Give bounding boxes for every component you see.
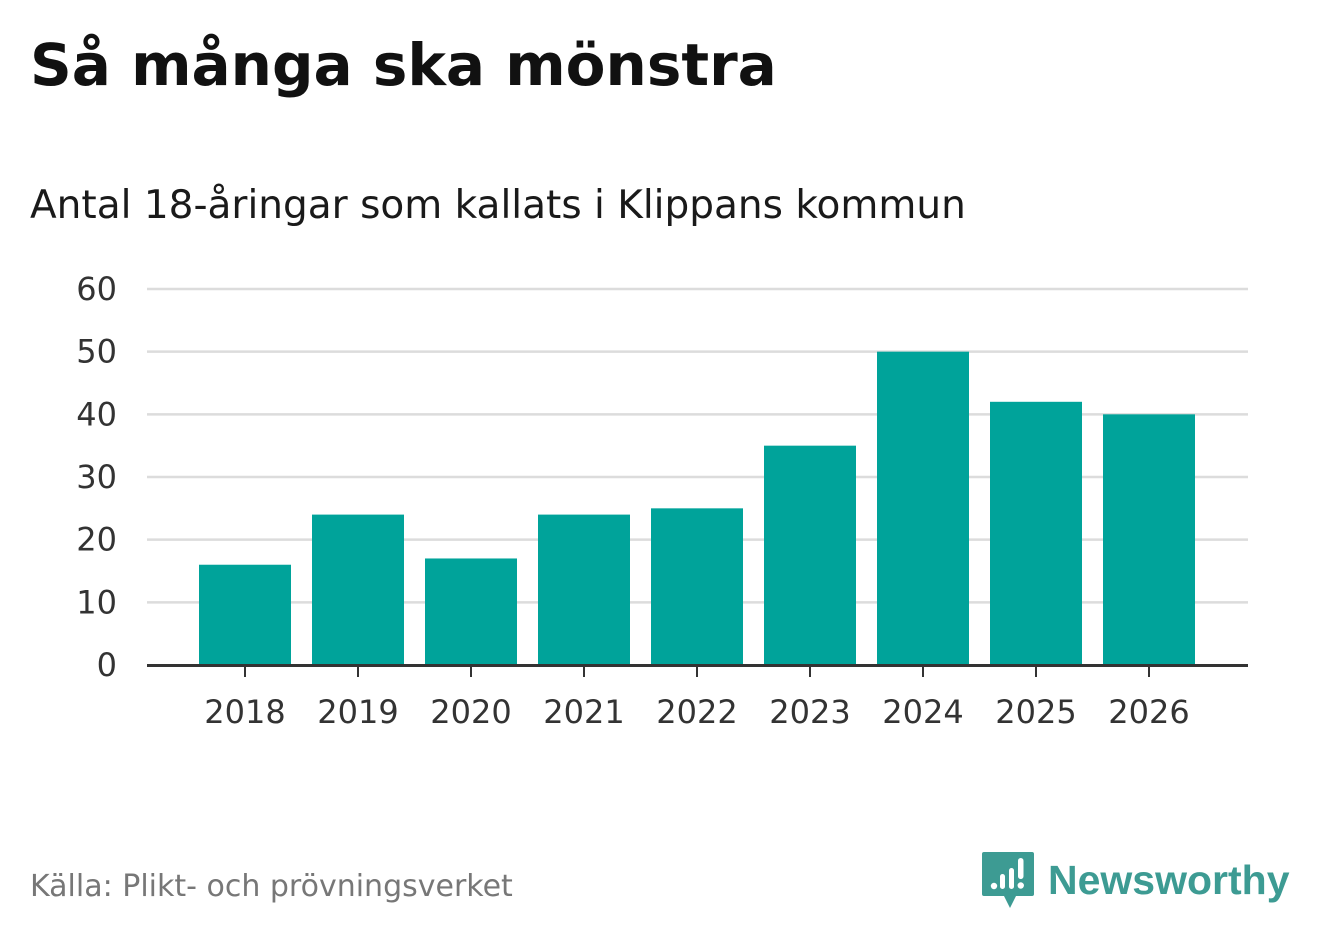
y-tick-label: 40 xyxy=(76,395,117,433)
bar xyxy=(199,564,291,665)
bar xyxy=(990,401,1082,665)
x-tick-label: 2024 xyxy=(882,693,963,731)
x-tick-label: 2025 xyxy=(995,693,1076,731)
y-axis-ticks: 0 10 20 30 40 50 60 xyxy=(76,270,117,684)
bars xyxy=(199,351,1195,665)
x-tick-label: 2026 xyxy=(1108,693,1189,731)
bar xyxy=(1103,414,1195,665)
newsworthy-logo-icon xyxy=(982,852,1034,908)
chart-title: Så många ska mönstra xyxy=(30,31,777,99)
x-tick-label: 2023 xyxy=(769,693,850,731)
x-tick-label: 2018 xyxy=(204,693,285,731)
bar xyxy=(764,445,856,665)
bar xyxy=(877,351,969,665)
bar xyxy=(312,514,404,665)
x-tick-label: 2022 xyxy=(656,693,737,731)
source-note: Källa: Plikt- och prövningsverket xyxy=(30,869,513,904)
y-tick-label: 10 xyxy=(76,583,117,621)
brand-name: Newsworthy xyxy=(1048,856,1290,903)
bar xyxy=(651,508,743,665)
x-axis-ticks: 2018 2019 2020 2021 2022 2023 2024 2025 2026 xyxy=(204,665,1190,731)
y-tick-label: 60 xyxy=(76,270,117,308)
y-tick-label: 30 xyxy=(76,458,117,496)
x-tick-label: 2020 xyxy=(430,693,511,731)
y-tick-label: 0 xyxy=(97,646,117,684)
x-tick-label: 2019 xyxy=(317,693,398,731)
x-tick-label: 2021 xyxy=(543,693,624,731)
chart-subtitle: Antal 18-åringar som kallats i Klippans … xyxy=(30,183,966,228)
bar xyxy=(425,558,517,665)
y-tick-label: 20 xyxy=(76,521,117,559)
brand: Newsworthy xyxy=(980,850,1290,910)
bar xyxy=(538,514,630,665)
y-tick-label: 50 xyxy=(76,333,117,371)
